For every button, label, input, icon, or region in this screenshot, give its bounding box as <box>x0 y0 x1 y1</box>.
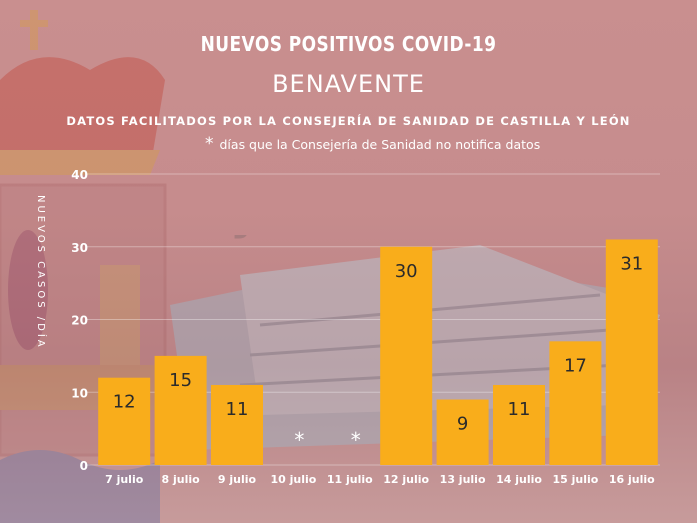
bar <box>436 399 489 465</box>
x-tick-label: 8 julio <box>162 473 201 486</box>
x-tick-label: 13 julio <box>440 473 486 486</box>
missing-data-marker: * <box>294 428 304 452</box>
bar <box>154 355 207 465</box>
source-note: DATOS FACILITADOS POR LA CONSEJERÍA DE S… <box>66 114 631 128</box>
asterisk-symbol: * <box>205 134 214 154</box>
svg-text:Ayuntamien: Ayuntamien <box>190 235 573 241</box>
bar <box>493 384 545 465</box>
y-tick-label: 10 <box>71 386 88 400</box>
y-tick-label: 40 <box>71 168 88 182</box>
bar-value-label: 12 <box>113 392 136 413</box>
chart-title: NUEVOS POSITIVOS COVID-19 <box>200 32 497 56</box>
x-tick-label: 7 julio <box>105 473 144 486</box>
x-tick-label: 16 julio <box>609 473 655 486</box>
bar-value-label: 9 <box>457 414 468 435</box>
bar-value-label: 17 <box>564 355 587 376</box>
bar <box>98 377 151 465</box>
x-tick-label: 12 julio <box>383 473 429 486</box>
asterisk-note: * días que la Consejería de Sanidad no no… <box>205 134 540 154</box>
x-tick-label: 15 julio <box>552 473 598 486</box>
y-tick-label: 0 <box>80 459 88 473</box>
bar-value-label: 15 <box>169 370 192 391</box>
bar <box>549 341 602 465</box>
asterisk-note-text: días que la Consejería de Sanidad no not… <box>219 137 541 152</box>
y-tick-label: 30 <box>71 241 88 255</box>
x-tick-label: 14 julio <box>496 473 542 486</box>
bar-value-label: 11 <box>226 399 249 420</box>
bar <box>211 384 263 465</box>
missing-data-marker: * <box>351 428 361 452</box>
x-tick-label: 9 julio <box>218 473 257 486</box>
x-tick-label: 10 julio <box>270 473 316 486</box>
bar-value-label: 31 <box>620 253 643 274</box>
bar <box>380 246 433 465</box>
bar <box>605 239 658 465</box>
bar-value-label: 30 <box>395 261 418 282</box>
x-tick-label: 11 julio <box>327 473 373 486</box>
y-axis-label: NUEVOS CASOS /DÍA <box>35 195 46 350</box>
bar-value-label: 11 <box>508 399 531 420</box>
chart-subtitle: BENAVENTE <box>272 70 425 98</box>
y-tick-label: 20 <box>71 314 88 328</box>
